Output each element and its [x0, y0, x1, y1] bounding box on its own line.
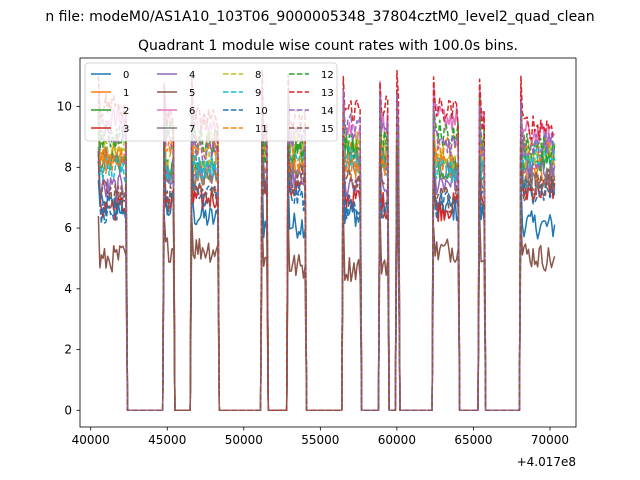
chart-suptitle: n file: modeM0/AS1A10_103T06_9000005348_… — [45, 9, 594, 25]
legend-label: 15 — [321, 124, 334, 135]
series-line-15 — [97, 140, 556, 412]
legend-label: 11 — [255, 124, 268, 135]
x-tick-label: 50000 — [225, 433, 263, 447]
legend-label: 6 — [189, 106, 195, 117]
x-offset-label: +4.017e8 — [517, 455, 576, 469]
legend-label: 2 — [123, 106, 129, 117]
legend-label: 8 — [255, 70, 261, 81]
plot-area — [97, 68, 556, 412]
legend-label: 5 — [189, 88, 195, 99]
y-tick-label: 4 — [64, 282, 72, 296]
legend-label: 3 — [123, 124, 129, 135]
legend-label: 10 — [255, 106, 268, 117]
axes-frame — [79, 57, 577, 428]
chart-title: Quadrant 1 module wise count rates with … — [138, 38, 518, 54]
axes: 40000 45000 50000 55000 60000 65000 70000 0 2 4 6 8… — [57, 57, 577, 447]
x-tick-label: 55000 — [301, 433, 339, 447]
legend-box — [84, 62, 338, 142]
y-tick-label: 2 — [64, 343, 72, 357]
x-tick-label: 70000 — [531, 433, 569, 447]
legend-label: 0 — [123, 70, 129, 81]
y-tick-label: 10 — [57, 100, 72, 114]
y-tick-label: 8 — [64, 160, 72, 174]
legend-label: 1 — [123, 88, 129, 99]
y-tick-label: 0 — [64, 403, 72, 417]
legend-label: 14 — [321, 106, 334, 117]
legend-label: 13 — [321, 88, 334, 99]
legend-label: 9 — [255, 88, 261, 99]
y-tick-label: 6 — [64, 221, 72, 235]
x-tick-label: 45000 — [148, 433, 186, 447]
x-tick-label: 40000 — [72, 433, 110, 447]
legend-label: 12 — [321, 70, 334, 81]
x-tick-label: 65000 — [454, 433, 492, 447]
legend-label: 7 — [189, 124, 195, 135]
legend-label: 4 — [189, 70, 195, 81]
x-tick-label: 60000 — [378, 433, 416, 447]
